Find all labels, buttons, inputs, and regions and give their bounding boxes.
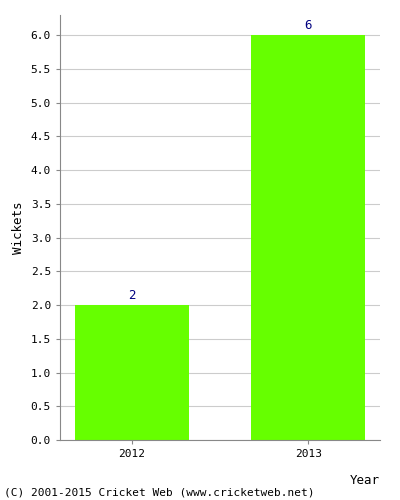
Text: Year: Year xyxy=(350,474,380,487)
Text: 6: 6 xyxy=(304,19,312,32)
Bar xyxy=(251,35,366,440)
Y-axis label: Wickets: Wickets xyxy=(12,201,25,254)
Text: 2: 2 xyxy=(128,288,136,302)
Bar xyxy=(74,305,189,440)
Text: (C) 2001-2015 Cricket Web (www.cricketweb.net): (C) 2001-2015 Cricket Web (www.cricketwe… xyxy=(4,488,314,498)
